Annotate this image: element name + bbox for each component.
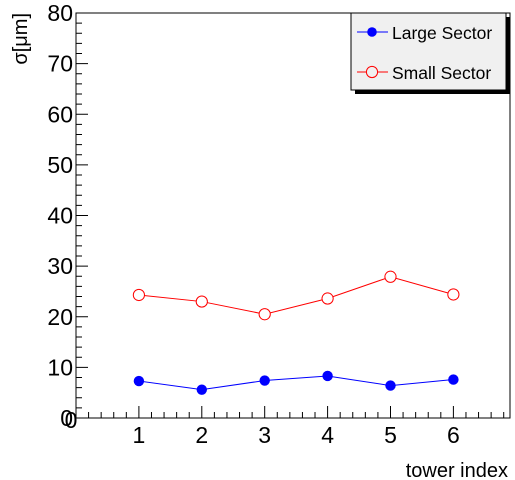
y-tick-label: 50 [47,152,73,178]
x-tick-label: 2 [195,422,208,448]
data-point [384,270,397,283]
y-tick-label: 40 [47,203,73,229]
series-line-large-sector [138,375,454,391]
legend-label-small-sector: Small Sector [392,63,491,83]
data-point [132,288,145,302]
y-tick-label: 70 [47,51,73,77]
x-tick-label: 1 [133,422,146,448]
x-tick-label: 0 [65,407,78,433]
x-tick-label: 6 [447,422,460,448]
y-tick-label: 20 [47,304,73,330]
data-point [133,375,145,387]
series-layer [132,270,460,395]
x-tick-label: 4 [321,422,334,448]
data-point [447,288,460,301]
x-axis-title: tower index [406,460,508,480]
legend: Large Sector Small Sector [350,12,510,94]
legend-label-large-sector: Large Sector [392,23,492,43]
data-point [258,308,271,321]
legend-marker-large-sector [367,27,377,37]
data-point [322,370,333,382]
y-tick-label: 80 [47,0,73,26]
data-point [195,295,208,308]
data-point [321,292,334,305]
data-point [385,380,396,391]
data-point [259,375,270,386]
y-tick-label: 0 [60,405,73,431]
y-tick-label: 10 [47,354,73,380]
y-tick-label: 30 [47,253,73,279]
x-tick-label: 3 [258,422,271,448]
data-point [448,374,459,385]
legend-box [350,12,507,91]
series-line-small-sector [138,276,454,315]
y-tick-label: 60 [47,101,73,127]
y-axis-title: σ[μm] [10,13,32,65]
x-tick-label: 5 [384,422,397,448]
data-point [196,384,207,395]
legend-marker-small-sector [365,65,379,79]
